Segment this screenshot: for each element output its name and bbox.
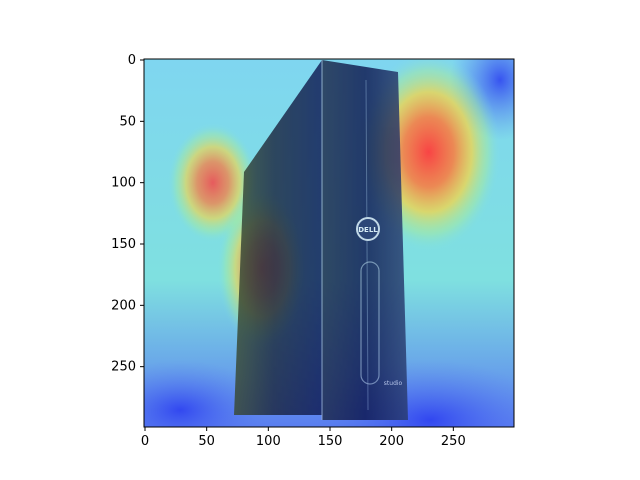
heatmap-image: DELL studio — [144, 59, 514, 427]
model-label: studio — [384, 380, 403, 387]
dell-logo: DELL — [358, 226, 378, 234]
x-axis: 0 50 100 150 200 250 — [141, 427, 466, 449]
x-tick-label: 100 — [256, 434, 281, 449]
y-tick-label: 100 — [111, 176, 136, 191]
y-axis: 0 50 100 150 200 250 — [111, 53, 144, 375]
x-tick-label: 250 — [441, 434, 466, 449]
computer-tower-image: DELL studio — [234, 60, 408, 420]
plot-frame — [143, 58, 515, 428]
x-tick-label: 0 — [141, 434, 149, 449]
y-tick-label: 150 — [111, 237, 136, 252]
x-tick-label: 150 — [318, 434, 343, 449]
y-tick-label: 250 — [111, 360, 136, 375]
x-tick-label: 200 — [379, 434, 404, 449]
y-tick-label: 50 — [119, 114, 136, 129]
y-tick-label: 0 — [128, 53, 136, 68]
y-tick-label: 200 — [111, 298, 136, 313]
x-tick-label: 50 — [198, 434, 215, 449]
